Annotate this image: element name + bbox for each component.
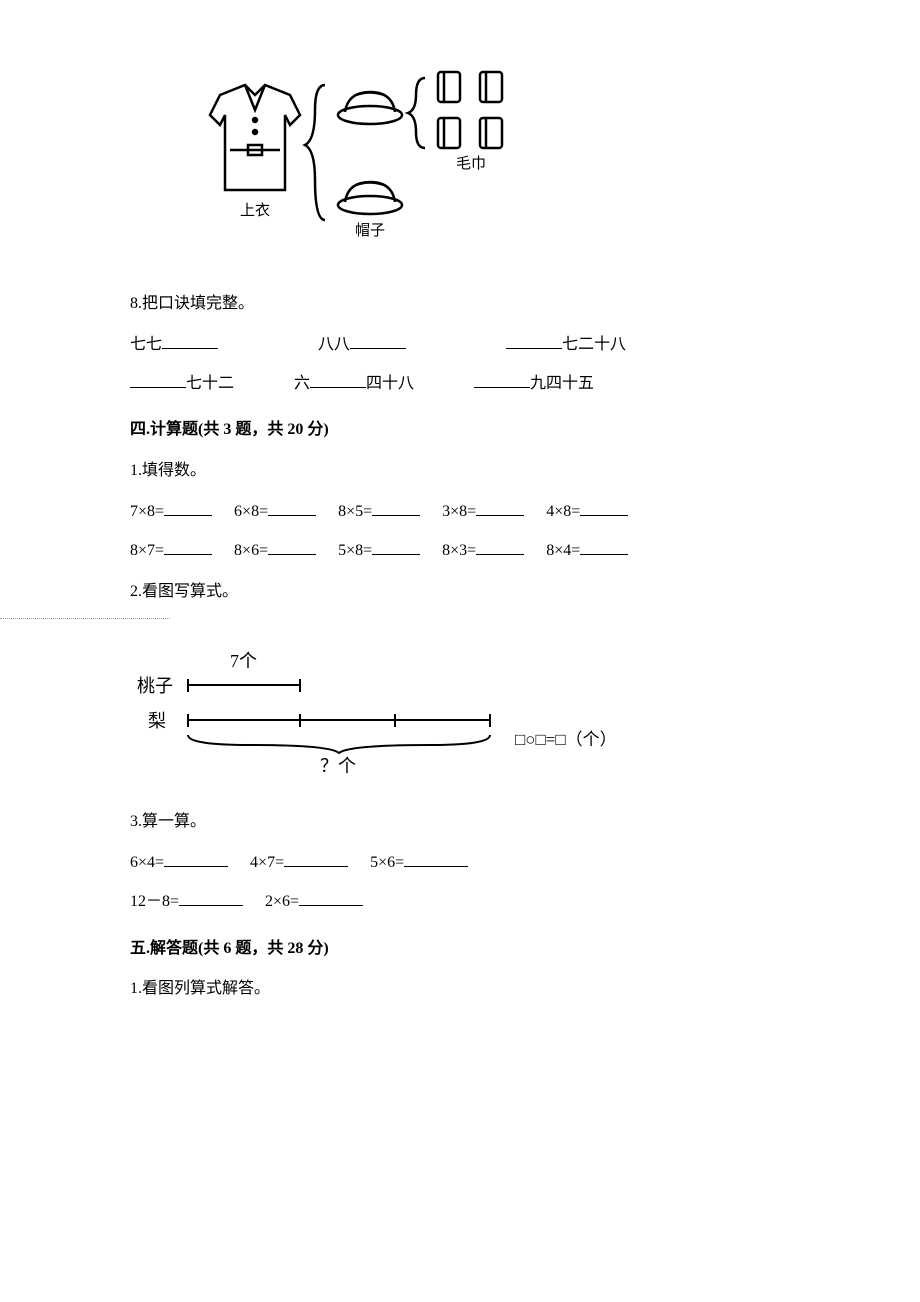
blank[interactable] xyxy=(580,539,628,555)
page-divider xyxy=(0,618,170,619)
peach-label: 桃子 xyxy=(137,676,173,696)
calc-item: 7×8= xyxy=(130,498,212,527)
blank[interactable] xyxy=(164,851,228,867)
calc-item: 4×7= xyxy=(250,849,348,878)
calc-item: 12－8= xyxy=(130,888,243,917)
q8-r2-3: 九四十五 xyxy=(474,370,594,399)
q8-r1-2: 八八 xyxy=(318,331,406,360)
section5-title: 五.解答题(共 6 题，共 28 分) xyxy=(130,935,810,964)
blank[interactable] xyxy=(162,333,218,349)
calc-item: 8×3= xyxy=(442,537,524,566)
section4-title: 四.计算题(共 3 题，共 20 分) xyxy=(130,416,810,445)
calc-item: 3×8= xyxy=(442,498,524,527)
blank[interactable] xyxy=(310,372,366,388)
calc-item: 6×4= xyxy=(130,849,228,878)
q8-r2-2: 六四十八 xyxy=(294,370,414,399)
blank[interactable] xyxy=(372,539,420,555)
calc-item: 8×5= xyxy=(338,498,420,527)
blank[interactable] xyxy=(506,333,562,349)
calc-item: 5×6= xyxy=(370,849,468,878)
calc-item: 8×6= xyxy=(234,537,316,566)
q5-1-title: 1.看图列算式解答。 xyxy=(130,975,810,1004)
blank[interactable] xyxy=(476,539,524,555)
calc-item: 5×8= xyxy=(338,537,420,566)
q8-r2-1: 七十二 xyxy=(130,370,234,399)
blank[interactable] xyxy=(164,539,212,555)
calc-item: 8×7= xyxy=(130,537,212,566)
diagram-coat-hat-towel: 上衣 帽子 毛巾 xyxy=(160,60,780,260)
blank[interactable] xyxy=(284,851,348,867)
question-count-label: ？个 xyxy=(320,756,356,776)
blank[interactable] xyxy=(404,851,468,867)
coat-label: 上衣 xyxy=(240,202,270,219)
calc-item: 4×8= xyxy=(546,498,628,527)
q4-2-title: 2.看图写算式。 xyxy=(130,578,810,607)
blank[interactable] xyxy=(164,500,212,516)
q4-1-title: 1.填得数。 xyxy=(130,457,810,486)
pear-label: 梨 xyxy=(148,711,166,731)
q8-r1-3: 七二十八 xyxy=(506,331,626,360)
blank[interactable] xyxy=(299,890,363,906)
equation-template: □○□=□（个） xyxy=(515,730,617,749)
count-7-label: 7个 xyxy=(230,651,257,671)
blank[interactable] xyxy=(268,539,316,555)
diagram-peach-pear: 7个 桃子 梨 ？个 □○□=□（个） xyxy=(130,637,810,788)
towel-label: 毛巾 xyxy=(456,155,486,172)
calc-item: 2×6= xyxy=(265,888,363,917)
blank[interactable] xyxy=(474,372,530,388)
calc-item: 8×4= xyxy=(546,537,628,566)
blank[interactable] xyxy=(130,372,186,388)
blank[interactable] xyxy=(350,333,406,349)
q8-r1-1: 七七 xyxy=(130,331,218,360)
q8-title: 8.把口诀填完整。 xyxy=(130,290,810,319)
calc-item: 6×8= xyxy=(234,498,316,527)
blank[interactable] xyxy=(179,890,243,906)
blank[interactable] xyxy=(476,500,524,516)
blank[interactable] xyxy=(580,500,628,516)
blank[interactable] xyxy=(372,500,420,516)
hat-label: 帽子 xyxy=(355,222,385,239)
blank[interactable] xyxy=(268,500,316,516)
q4-3-title: 3.算一算。 xyxy=(130,808,810,837)
